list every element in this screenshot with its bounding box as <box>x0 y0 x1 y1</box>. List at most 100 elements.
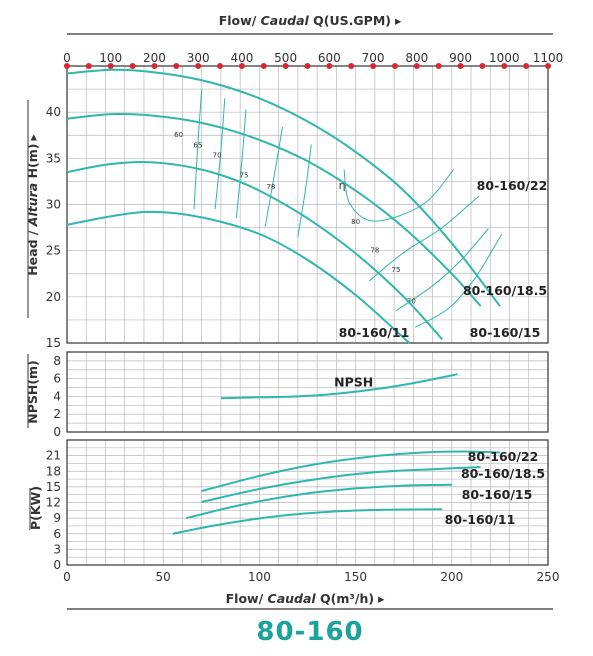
head-curve <box>66 210 411 344</box>
gpm-marker <box>501 63 508 69</box>
efficiency-line <box>214 98 226 210</box>
plot-frame <box>66 351 549 433</box>
efficiency-label: 70 <box>407 297 416 305</box>
gpm-marker <box>479 63 486 69</box>
efficiency-label: 70 <box>213 151 222 159</box>
top-axis-title-rest: Q(US.GPM) <box>309 13 391 28</box>
efficiency-label: 78 <box>266 183 275 191</box>
bottom-x-tick-label: 100 <box>248 570 271 584</box>
npsh-y-tick-label: 2 <box>53 407 61 421</box>
gpm-marker <box>107 63 114 69</box>
bottom-axis-title-italic: Caudal <box>268 591 317 606</box>
gpm-marker <box>523 63 530 69</box>
power-y-tick-label: 15 <box>46 480 61 494</box>
top-axis-tick-label: 700 <box>362 51 385 65</box>
head-curve-label: 80-160/11 <box>339 325 410 340</box>
top-axis-title-plain: Flow/ <box>219 13 261 28</box>
efficiency-label: 65 <box>193 141 202 149</box>
gpm-marker <box>195 63 202 69</box>
top-axis-title-italic: Caudal <box>261 13 310 28</box>
power-curve <box>201 450 500 493</box>
gpm-marker <box>151 63 158 69</box>
efficiency-line <box>343 169 455 222</box>
npsh-axis-title: NPSH(m) <box>25 360 40 424</box>
top-axis-tick-label: 900 <box>449 51 472 65</box>
gpm-marker <box>304 63 311 69</box>
head-curve <box>66 68 501 307</box>
power-curve-label: 80-160/22 <box>468 449 539 464</box>
gpm-marker <box>238 63 245 69</box>
top-axis-tick-label: 200 <box>143 51 166 65</box>
gpm-marker <box>413 63 420 69</box>
efficiency-line <box>368 195 480 282</box>
npsh-y-tick-label: 6 <box>53 372 61 386</box>
top-axis-title: Flow/ Caudal Q(US.GPM) ▸ <box>219 13 402 28</box>
top-axis-arrow: ▸ <box>395 13 402 28</box>
bottom-x-tick-label: 50 <box>156 570 171 584</box>
power-axis-title: P(KW) <box>28 486 43 530</box>
power-y-tick-label: 0 <box>53 558 61 572</box>
head-y-tick-label: 25 <box>46 244 61 258</box>
npsh-y-tick-label: 4 <box>53 389 61 403</box>
power-y-tick-label: 18 <box>46 464 61 478</box>
top-axis-tick-label: 800 <box>405 51 428 65</box>
efficiency-label: 80 <box>351 218 360 226</box>
head-y-tick-label: 30 <box>46 198 61 212</box>
npsh-y-tick-label: 0 <box>53 425 61 439</box>
bottom-x-tick-label: 200 <box>440 570 463 584</box>
head-curve-label: 80-160/22 <box>477 178 548 193</box>
bottom-axis-title-plain: Flow/ <box>226 591 268 606</box>
head-curve-label: 80-160/18.5 <box>463 283 547 298</box>
npsh-chart: 0 2 4 6 8 NPSH <box>53 351 549 439</box>
gpm-marker <box>129 63 136 69</box>
efficiency-label: 60 <box>174 131 183 139</box>
efficiency-line <box>414 233 503 328</box>
gpm-marker <box>326 63 333 69</box>
npsh-curve-label: NPSH <box>334 375 373 390</box>
efficiency-line <box>395 228 489 312</box>
page-title: 80-160 <box>256 617 363 647</box>
bottom-axis-arrow: ▸ <box>378 591 385 606</box>
bottom-x-tick-label: 150 <box>344 570 367 584</box>
gpm-marker <box>370 63 377 69</box>
head-axis-title: Head / Altura H(m) ▸ <box>25 133 40 275</box>
top-axis-tick-label: 0 <box>63 51 71 65</box>
head-curve <box>66 112 482 307</box>
gpm-marker <box>348 63 355 69</box>
efficiency-line <box>297 144 312 237</box>
bottom-axis-title-rest: Q(m³/h) <box>316 591 374 606</box>
head-axis-title-italic: Altura <box>25 183 40 227</box>
head-axis-title-plain: Head / <box>25 226 40 276</box>
gpm-marker <box>457 63 464 69</box>
power-y-tick-label: 3 <box>53 542 61 556</box>
gpm-marker <box>391 63 398 69</box>
efficiency-label: 75 <box>392 266 401 274</box>
head-y-tick-label: 20 <box>46 290 61 304</box>
top-axis-tick-label: 100 <box>99 51 122 65</box>
gpm-marker <box>64 63 70 69</box>
top-axis-tick-label: 1000 <box>489 51 520 65</box>
power-curve-label: 80-160/18.5 <box>461 466 545 481</box>
efficiency-label: 75 <box>240 172 249 180</box>
gpm-marker <box>260 63 267 69</box>
power-curve <box>186 483 452 520</box>
head-curve-label: 80-160/15 <box>470 325 541 340</box>
npsh-curve <box>220 373 458 400</box>
power-curve-label: 80-160/11 <box>445 512 516 527</box>
npsh-y-tick-label: 8 <box>53 354 61 368</box>
top-axis-tick-label: 1100 <box>533 51 564 65</box>
top-axis-tick-label: 300 <box>187 51 210 65</box>
bottom-x-tick-label: 250 <box>537 570 560 584</box>
head-y-tick-label: 35 <box>46 151 61 165</box>
head-axis-arrow: ▸ <box>25 133 40 140</box>
efficiency-label: 78 <box>370 247 379 255</box>
head-curve <box>66 160 443 340</box>
gpm-marker <box>435 63 442 69</box>
gpm-marker <box>282 63 289 69</box>
efficiency-line <box>235 109 247 219</box>
efficiency-line <box>193 89 203 210</box>
head-y-tick-label: 15 <box>46 336 61 350</box>
